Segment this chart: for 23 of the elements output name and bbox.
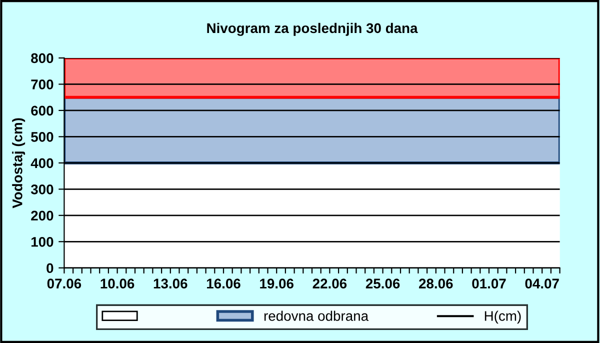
y-tick-label: 400 [30, 158, 54, 168]
y-tick-label: 800 [31, 53, 54, 64]
y-tick-label: 200 [31, 210, 54, 221]
x-tick-label: 19.06 [260, 278, 294, 288]
x-tick-label: 07.06 [47, 278, 82, 288]
x-tick-label: 10.06 [100, 278, 134, 288]
y-tick-label: 500 [31, 132, 54, 142]
y-tick-label: 700 [31, 80, 54, 90]
x-tick-label: 13.06 [154, 278, 188, 289]
y-tick-label: 300 [30, 184, 54, 194]
y-tick-label: 100 [31, 236, 54, 247]
x-tick-label: 01.07 [472, 278, 506, 288]
x-tick-label: 22.06 [312, 278, 347, 288]
legend-label: redovna odbrana [264, 310, 369, 321]
x-tick-label: 16.06 [207, 278, 240, 288]
legend-label: H(cm) [484, 310, 521, 324]
x-tick-label: 04.07 [525, 278, 559, 288]
y-tick-label: 600 [31, 106, 54, 116]
x-tick-label: 28.06 [419, 278, 453, 288]
chart-title: Nivogram za poslednjih 30 dana [207, 22, 418, 36]
y-axis-title: Vodostaj (cm) [12, 118, 26, 208]
x-tick-label: 25.06 [366, 278, 400, 288]
y-tick-label: 0 [46, 263, 54, 274]
